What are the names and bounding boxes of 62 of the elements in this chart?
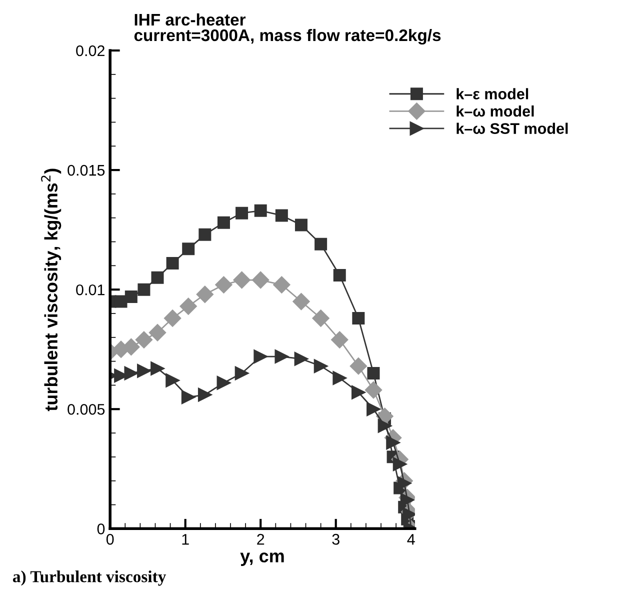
y-tick-label: 0.005 bbox=[68, 404, 105, 415]
legend-label: k–ω SST model bbox=[456, 122, 568, 134]
point bbox=[198, 228, 212, 241]
point bbox=[137, 364, 151, 378]
legend-label: k–ω model bbox=[456, 105, 534, 117]
point bbox=[181, 390, 196, 404]
x-tick-label: 2 bbox=[257, 534, 264, 545]
point bbox=[124, 290, 138, 303]
x-tick-label: 1 bbox=[182, 534, 189, 545]
point bbox=[364, 381, 382, 399]
legend-label: k–ε model bbox=[456, 88, 528, 100]
point bbox=[216, 376, 231, 390]
point bbox=[166, 373, 180, 388]
point bbox=[215, 276, 232, 294]
point bbox=[124, 366, 138, 380]
point bbox=[151, 271, 164, 284]
point bbox=[217, 216, 230, 229]
point bbox=[180, 298, 197, 315]
point bbox=[182, 242, 195, 256]
y-tick-label: 0.02 bbox=[76, 45, 104, 56]
text: a) Turbulent viscosity bbox=[12, 570, 166, 586]
y-tick-label: 0.01 bbox=[76, 284, 104, 296]
point bbox=[198, 388, 212, 402]
x-tick-label: 3 bbox=[332, 534, 340, 545]
point bbox=[333, 268, 346, 282]
point bbox=[252, 271, 270, 289]
point bbox=[367, 367, 380, 380]
point bbox=[166, 257, 179, 270]
y-axis-title: turbulent viscosity, kg/(ms$^{2}$) bbox=[41, 168, 62, 412]
point bbox=[332, 371, 347, 385]
point bbox=[148, 324, 166, 342]
point bbox=[351, 385, 366, 400]
point bbox=[400, 493, 414, 507]
x-axis-title: y, cm bbox=[240, 552, 284, 566]
point bbox=[314, 359, 328, 374]
point bbox=[275, 209, 288, 222]
point bbox=[312, 310, 330, 327]
point bbox=[196, 286, 214, 303]
point bbox=[150, 362, 164, 376]
x-tick-label: 0 bbox=[106, 534, 114, 545]
point bbox=[314, 238, 328, 250]
point bbox=[294, 218, 308, 232]
y-tick-label: 0 bbox=[97, 524, 105, 534]
point bbox=[273, 276, 290, 294]
point bbox=[234, 366, 249, 380]
point bbox=[254, 350, 268, 364]
point bbox=[138, 283, 150, 296]
point bbox=[352, 312, 365, 325]
x-tick-label: 4 bbox=[407, 534, 415, 545]
point bbox=[350, 358, 367, 375]
point bbox=[292, 292, 310, 310]
point bbox=[164, 310, 182, 327]
point bbox=[236, 206, 248, 220]
point bbox=[254, 204, 267, 217]
point bbox=[135, 331, 153, 348]
point bbox=[274, 350, 289, 364]
y-tick-label: 0.015 bbox=[68, 164, 105, 176]
point bbox=[331, 331, 348, 348]
point bbox=[294, 352, 308, 366]
chart-title: IHF arc-heater current=3000A, mass flow rate=0.2kg/s bbox=[134, 13, 441, 45]
point bbox=[366, 402, 380, 416]
point bbox=[233, 271, 250, 289]
